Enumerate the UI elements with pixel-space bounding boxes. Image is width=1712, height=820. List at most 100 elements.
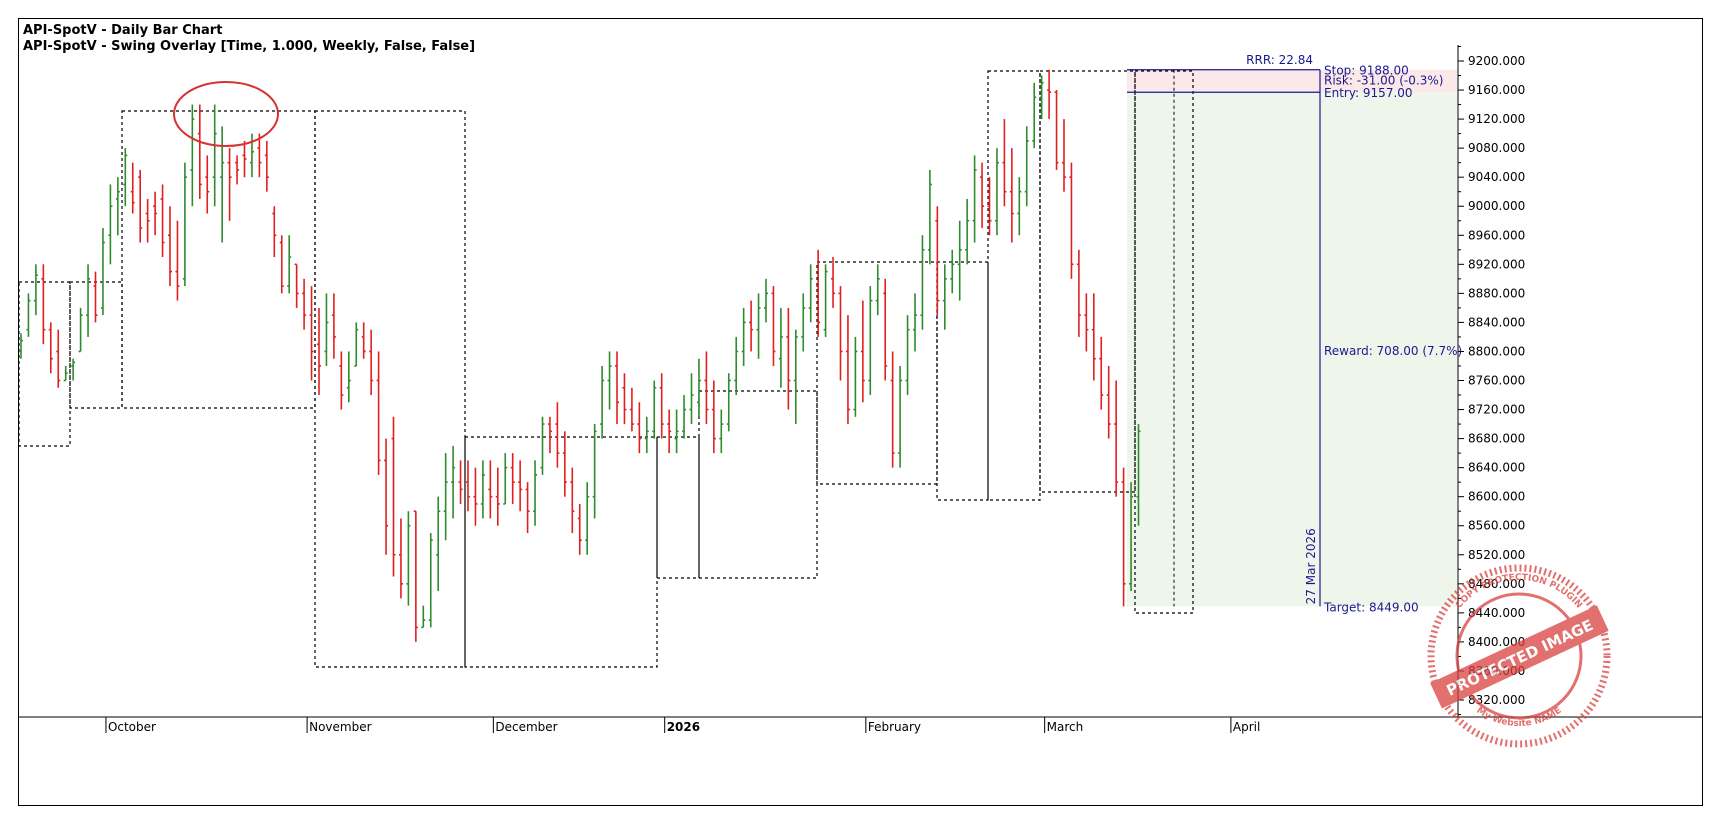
ohlc-bar (1017, 177, 1022, 236)
x-month-label: 2026 (667, 720, 700, 734)
ohlc-bar (279, 235, 284, 294)
ohlc-bar (816, 249, 821, 337)
ohlc-bar (488, 460, 493, 519)
ohlc-bar (86, 264, 91, 337)
ohlc-bar (845, 315, 850, 425)
ohlc-bar (138, 169, 143, 243)
ohlc-bar (153, 191, 158, 236)
y-tick-label: 9160.000 (1468, 83, 1525, 97)
ohlc-bar (749, 300, 754, 352)
swing-box (816, 261, 938, 485)
ohlc-bar (913, 293, 917, 352)
ohlc-bar (838, 286, 843, 381)
ohlc-bar (391, 416, 396, 577)
ohlc-bar (585, 482, 590, 555)
ohlc-bar (1009, 148, 1014, 243)
ohlc-bar (1054, 90, 1059, 170)
ohlc-bar (182, 162, 187, 287)
ohlc-bar (56, 329, 61, 388)
y-tick-label: 8480.000 (1468, 577, 1525, 591)
ohlc-bar (145, 198, 150, 243)
rrr-label: RRR: 22.84 (1246, 53, 1313, 67)
ohlc-bar (317, 307, 321, 396)
ohlc-bar (540, 416, 545, 475)
ohlc-bar (361, 322, 366, 359)
x-month-label: October (108, 720, 156, 734)
y-tick-label: 9120.000 (1468, 112, 1525, 126)
trade-zones (1127, 69, 1457, 607)
ohlc-bar (667, 409, 672, 454)
ohlc-bar (674, 409, 679, 454)
ohlc-bar (562, 431, 567, 497)
ohlc-bar (227, 148, 232, 221)
chart-title: API-SpotV - Daily Bar Chart (23, 23, 223, 38)
ohlc-bar (689, 373, 694, 425)
ohlc-bar (793, 329, 798, 425)
ohlc-bar (1062, 119, 1066, 192)
ohlc-bar (205, 155, 210, 214)
ohlc-bar (726, 373, 731, 432)
ohlc-bar (920, 235, 925, 330)
ohlc-bar (1076, 249, 1081, 337)
ohlc-bar (175, 220, 180, 301)
ohlc-bar (436, 496, 441, 592)
swing-box (121, 110, 316, 409)
risk-zone (1127, 69, 1457, 93)
ohlc-bar (503, 453, 508, 505)
ohlc-bar (808, 264, 813, 323)
ohlc-bar (1032, 82, 1037, 149)
ohlc-bar (1047, 69, 1052, 120)
ohlc-bar (637, 402, 642, 454)
ohlc-bar (1069, 162, 1074, 279)
ohlc-bar (972, 155, 977, 243)
ohlc-bar (1099, 336, 1104, 410)
stamp-banner (1430, 605, 1609, 709)
swing-overlay (19, 70, 1194, 668)
ohlc-bar (369, 329, 374, 396)
ohlc-bar (1091, 293, 1096, 381)
ohlc-bar (451, 445, 456, 519)
ohlc-bar (994, 148, 999, 236)
ohlc-bar (771, 286, 776, 366)
ohlc-bar (600, 365, 605, 439)
y-tick-label: 8440.000 (1468, 606, 1525, 620)
x-month-label: February (868, 720, 921, 734)
ohlc-bar (287, 235, 292, 294)
stamp-inner-ring (1455, 592, 1583, 720)
ohlc-bar (525, 482, 530, 533)
ohlc-bar (100, 228, 105, 316)
swing-box (936, 261, 989, 501)
reward-zone (1127, 92, 1457, 607)
x-axis: October November December 2026 February March… (19, 716, 1702, 734)
y-tick-label: 9080.000 (1468, 141, 1525, 155)
y-tick-label: 8960.000 (1468, 228, 1525, 242)
y-tick-label: 8320.000 (1468, 693, 1525, 707)
stamp-outer-ring (1427, 564, 1611, 748)
ohlc-bar (935, 206, 940, 316)
ohlc-bar (547, 416, 552, 454)
ohlc-bar (78, 307, 83, 353)
ohlc-bar (890, 351, 895, 468)
ohlc-bar (63, 365, 68, 382)
ohlc-bar (309, 286, 314, 381)
ohlc-bar (592, 424, 597, 519)
ohlc-bar (1024, 126, 1029, 207)
price-bars (19, 69, 1141, 642)
ohlc-bar (93, 271, 98, 323)
ohlc-bar (480, 460, 485, 519)
ohlc-bar (264, 140, 269, 192)
ohlc-bar (384, 438, 389, 555)
swing-box (656, 436, 700, 579)
y-tick-label: 8400.000 (1468, 635, 1525, 649)
swing-box (19, 281, 71, 447)
ohlc-bar (48, 322, 53, 374)
ohlc-bar (1002, 119, 1007, 207)
ohlc-bar (302, 278, 307, 330)
ohlc-bar (1114, 380, 1119, 497)
ohlc-bar (108, 184, 113, 265)
ohlc-bar (354, 322, 359, 367)
ohlc-bar (570, 467, 575, 533)
ohlc-bar (123, 148, 128, 207)
